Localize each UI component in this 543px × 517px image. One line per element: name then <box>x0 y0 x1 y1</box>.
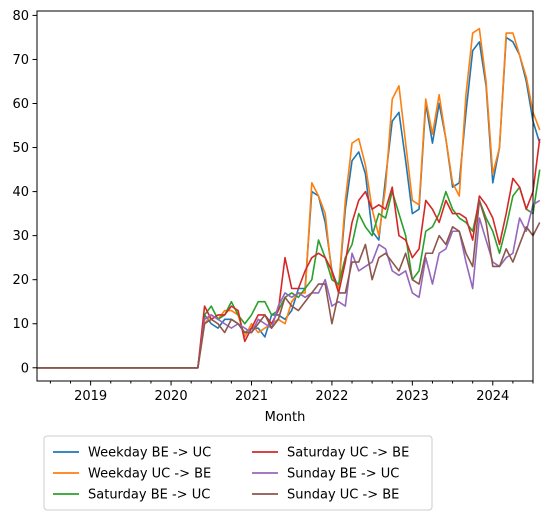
series-line-5 <box>37 199 541 369</box>
y-tick-label: 80 <box>12 9 29 24</box>
legend-label: Saturday UC -> BE <box>287 446 409 461</box>
legend-label: Weekday UC -> BE <box>88 467 211 482</box>
series-line-3 <box>37 169 541 369</box>
series-line-2 <box>37 27 541 369</box>
x-axis-label: Month <box>265 410 306 425</box>
x-tick-label: 2021 <box>235 389 268 404</box>
legend-label: Saturday BE -> UC <box>88 488 210 503</box>
legend-label: Sunday BE -> UC <box>287 467 399 482</box>
plot-frame <box>36 10 534 382</box>
y-tick-label: 0 <box>21 361 29 376</box>
y-tick-label: 70 <box>12 53 29 68</box>
x-tick-label: 2024 <box>476 389 509 404</box>
legend-box <box>43 435 433 511</box>
x-tick-label: 2023 <box>396 389 429 404</box>
x-tick-label: 2022 <box>315 389 348 404</box>
x-tick-label: 2019 <box>74 389 107 404</box>
series-layer <box>37 27 541 369</box>
series-line-1 <box>37 36 541 369</box>
y-tick-label: 20 <box>12 273 29 288</box>
y-tick-label: 30 <box>12 229 29 244</box>
y-tick-label: 60 <box>12 97 29 112</box>
y-axis: 0 10 20 30 40 50 60 70 80 <box>12 9 37 376</box>
series-line-6 <box>37 199 541 369</box>
legend-label: Sunday UC -> BE <box>287 488 399 503</box>
legend-label: Weekday BE -> UC <box>88 446 211 461</box>
y-tick-label: 10 <box>12 317 29 332</box>
y-tick-label: 50 <box>12 141 29 156</box>
y-tick-label: 40 <box>12 185 29 200</box>
x-axis: 2019 2020 2021 2022 2023 2024 <box>49 381 534 404</box>
legend: Weekday BE -> UC Weekday UC -> BE Saturday… <box>43 435 433 511</box>
x-tick-label: 2020 <box>155 389 188 404</box>
